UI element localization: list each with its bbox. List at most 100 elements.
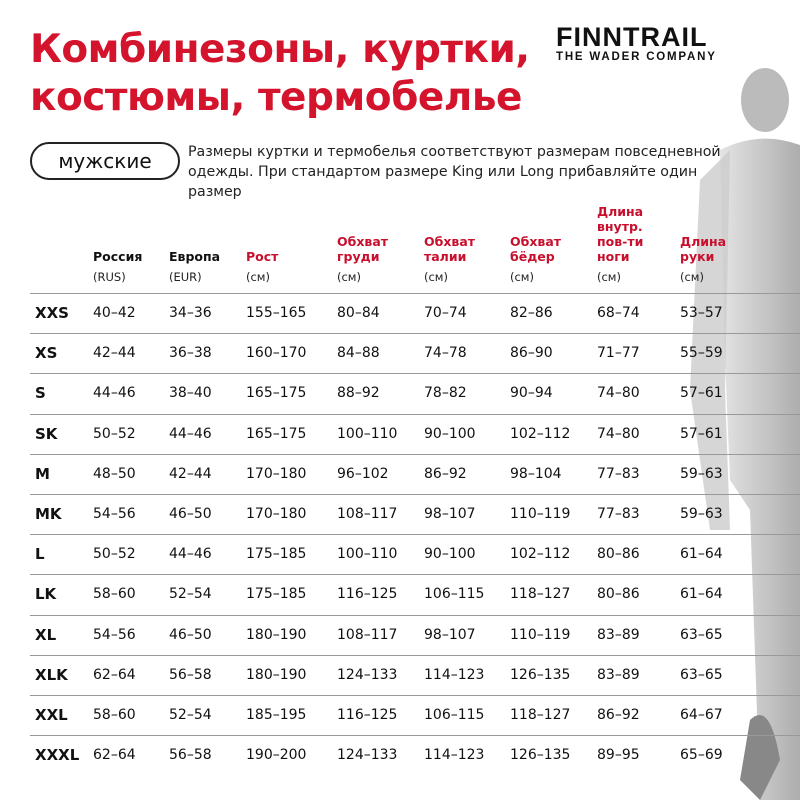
table-cell: 88–92 (337, 385, 380, 402)
table-cell: 80–86 (597, 546, 640, 563)
table-cell: 110–119 (510, 506, 571, 522)
table-row: XLK 62–64 56–58 180–190 124–133 114–123 126–13… (0, 655, 800, 695)
table-cell: 114–123 (424, 747, 485, 764)
column-label: Обхват бёдер (510, 234, 562, 264)
size-label: XLK (35, 665, 68, 684)
row-divider (30, 695, 800, 696)
table-cell: 62–64 (93, 666, 136, 683)
table-cell: 42–44 (93, 345, 136, 362)
size-label: SK (35, 424, 58, 443)
row-divider (30, 614, 800, 616)
size-label: L (35, 545, 45, 564)
row-divider (30, 453, 800, 455)
column-unit: (EUR) (169, 270, 202, 284)
table-row: MK 54–56 46–50 170–180 108–117 98–107 110–119 7… (0, 494, 800, 534)
table-cell: 160–170 (246, 345, 307, 362)
table-cell: 170–180 (246, 506, 307, 522)
row-divider (30, 735, 800, 737)
table-cell: 84–88 (337, 345, 380, 362)
column-label: Европа (169, 249, 221, 264)
table-cell: 90–100 (424, 425, 476, 442)
table-cell: 83–89 (597, 666, 640, 683)
table-cell: 126–135 (510, 666, 571, 683)
table-cell: 185–195 (246, 707, 307, 723)
table-cell: 53–57 (680, 305, 723, 321)
table-cell: 80–84 (337, 305, 380, 321)
table-cell: 98–107 (424, 506, 476, 522)
size-label: M (35, 464, 50, 483)
table-cell: 86–90 (510, 345, 553, 362)
table-cell: 126–135 (510, 747, 571, 764)
table-cell: 46–50 (169, 626, 212, 643)
table-cell: 52–54 (169, 586, 212, 603)
table-row: XS 42–44 36–38 160–170 84–88 74–78 86–90 71–77 5… (0, 333, 800, 373)
column-unit: (см) (597, 270, 621, 284)
table-cell: 48–50 (93, 465, 136, 482)
size-label: XXL (35, 706, 68, 724)
size-label: XS (35, 344, 58, 363)
column-header: Обхват бёдер (см) (510, 234, 580, 285)
table-cell: 100–110 (337, 546, 398, 563)
size-label: XXXL (35, 746, 80, 765)
table-cell: 110–119 (510, 626, 571, 643)
table-cell: 90–94 (510, 385, 553, 402)
table-cell: 165–175 (246, 385, 307, 402)
table-cell: 74–80 (597, 425, 640, 442)
column-header: Россия (RUS) (93, 249, 163, 285)
table-cell: 106–115 (424, 586, 485, 603)
table-cell: 71–77 (597, 345, 640, 362)
logo-main: FINNTRAIL (556, 22, 708, 52)
table-cell: 68–74 (597, 305, 640, 321)
column-label: Рост (246, 249, 279, 264)
size-label: XL (35, 625, 57, 644)
table-cell: 155–165 (246, 305, 307, 321)
table-cell: 170–180 (246, 465, 307, 482)
column-label: Обхват груди (337, 234, 389, 264)
table-cell: 74–78 (424, 345, 467, 362)
table-cell: 96–102 (337, 465, 389, 482)
table-cell: 44–46 (169, 425, 212, 442)
table-cell: 124–133 (337, 747, 398, 764)
table-cell: 100–110 (337, 425, 398, 442)
column-label: Длина внутр. пов-ти ноги (597, 204, 644, 264)
table-row: SK 50–52 44–46 165–175 100–110 90–100 102–112 7… (0, 414, 800, 454)
column-header: Длина руки (см) (680, 234, 750, 285)
row-divider (30, 373, 800, 375)
table-cell: 57–61 (680, 385, 723, 402)
column-header: Длина внутр. пов-ти ноги (см) (597, 204, 659, 285)
table-cell: 190–200 (246, 747, 307, 764)
row-divider (30, 494, 800, 495)
table-cell: 180–190 (246, 626, 307, 643)
table-cell: 83–89 (597, 626, 640, 643)
table-cell: 62–64 (93, 747, 136, 764)
table-cell: 78–82 (424, 385, 467, 402)
table-cell: 56–58 (169, 666, 212, 683)
table-row: XXXL 62–64 56–58 190–200 124–133 114–123 126–1… (0, 735, 800, 775)
table-cell: 175–185 (246, 586, 307, 603)
model-photo (690, 68, 800, 800)
logo-tagline: THE WADER COMPANY (556, 51, 717, 63)
column-header: Обхват груди (см) (337, 234, 407, 285)
size-label: LK (35, 585, 57, 604)
table-cell: 59–63 (680, 506, 723, 522)
table-cell: 56–58 (169, 747, 212, 764)
table-cell: 77–83 (597, 465, 640, 482)
size-label: XXS (35, 304, 69, 322)
title-line-1: Комбинезоны, куртки, (30, 27, 530, 72)
table-cell: 102–112 (510, 425, 571, 442)
column-unit: (см) (510, 270, 534, 284)
table-cell: 108–117 (337, 506, 398, 522)
gender-badge: мужские (30, 142, 180, 180)
column-label: Длина руки (680, 234, 727, 264)
table-cell: 65–69 (680, 747, 723, 764)
table-cell: 34–36 (169, 305, 212, 321)
table-cell: 74–80 (597, 385, 640, 402)
table-cell: 44–46 (93, 385, 136, 402)
table-cell: 59–63 (680, 465, 723, 482)
size-label: MK (35, 505, 62, 523)
table-cell: 116–125 (337, 707, 398, 723)
table-row: XXL 58–60 52–54 185–195 116–125 106–115 118–12… (0, 695, 800, 735)
table-cell: 116–125 (337, 586, 398, 603)
table-row: S 44–46 38–40 165–175 88–92 78–82 90–94 74–80 57… (0, 373, 800, 413)
table-cell: 80–86 (597, 586, 640, 603)
